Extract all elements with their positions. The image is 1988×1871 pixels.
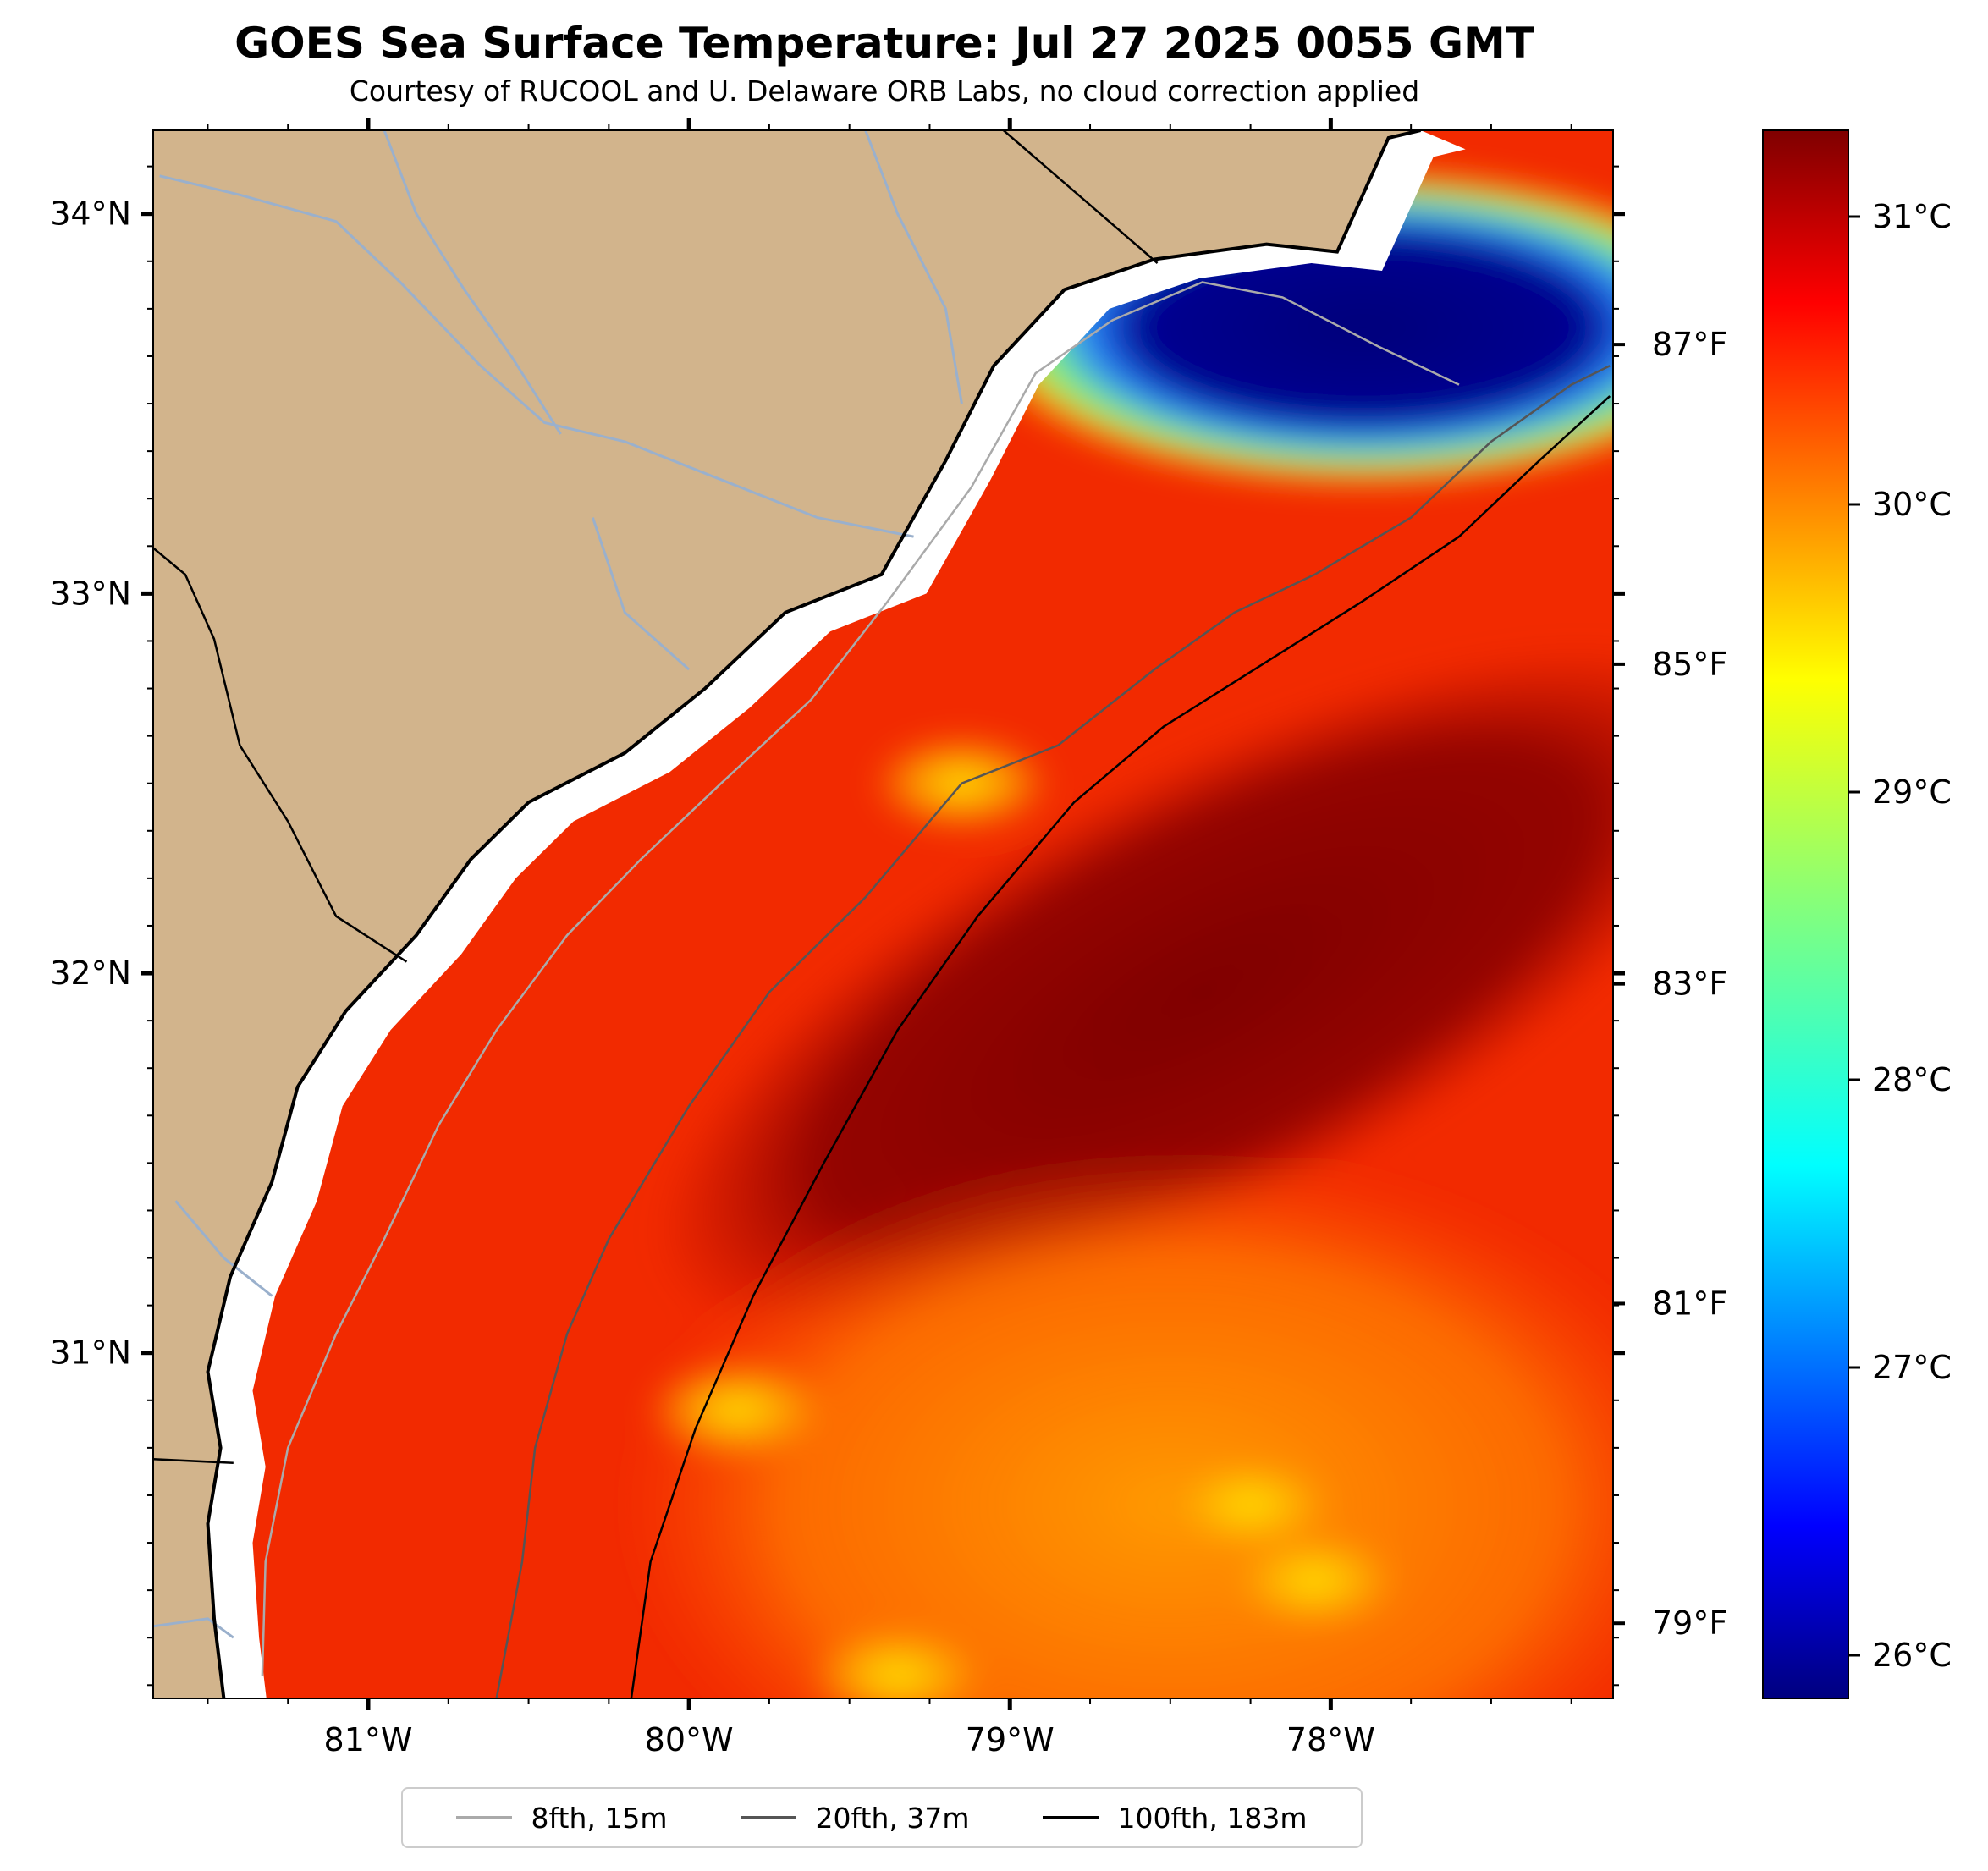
state-border	[153, 1458, 234, 1465]
lat-tick-label: 32°N	[50, 955, 131, 992]
state-border	[1002, 130, 1159, 264]
legend-label-20fth: 20fth, 37m	[815, 1801, 970, 1835]
land-area	[153, 130, 1421, 1698]
fahrenheit-tick-label: 79°F	[1652, 1604, 1727, 1642]
legend-swatch-8fth	[456, 1816, 513, 1819]
figure-title: GOES Sea Surface Temperature: Jul 27 202…	[234, 19, 1534, 68]
yellow-patch	[1221, 1529, 1408, 1632]
colorbar-tick-label: 29°C	[1872, 773, 1952, 811]
map-frame	[152, 129, 1614, 1699]
legend-label-8fth: 8fth, 15m	[531, 1801, 668, 1835]
map-content	[153, 130, 1613, 1698]
legend-item-20fth: 20fth, 37m	[741, 1802, 969, 1835]
isobath-line	[261, 281, 1460, 1676]
coastline	[206, 130, 1421, 1698]
colorbar: 26°C 27°C 28°C 29°C 30°C 31°C	[1762, 129, 1952, 1699]
isobath-line	[630, 395, 1611, 1698]
legend-item-100fth: 100fth, 183m	[1043, 1802, 1307, 1835]
river	[591, 517, 691, 671]
river	[383, 130, 562, 435]
yellow-patch	[1157, 1454, 1344, 1556]
isobath-legend: 8fth, 15m 20fth, 37m 100fth, 183m	[401, 1787, 1363, 1848]
yellow-patch	[644, 1359, 830, 1461]
legend-swatch-100fth	[1043, 1816, 1099, 1819]
fahrenheit-tick-label: 81°F	[1652, 1285, 1727, 1322]
colorbar-tick-label: 31°C	[1872, 198, 1952, 235]
lon-tick-label: 80°W	[645, 1721, 734, 1758]
state-borders	[153, 130, 1159, 1465]
isobath-line	[495, 365, 1611, 1698]
river	[174, 1200, 273, 1297]
colorbar-gradient	[1762, 129, 1849, 1699]
colorbar-tick-label: 27°C	[1872, 1349, 1952, 1386]
lat-tick-label: 34°N	[50, 195, 131, 233]
state-border	[153, 547, 408, 963]
map-ticks	[141, 118, 1625, 1710]
colorbar-tick-label: 26°C	[1872, 1637, 1952, 1674]
lat-tick-label: 33°N	[50, 575, 131, 612]
figure-subtitle: Courtesy of RUCOOL and U. Delaware ORB L…	[349, 74, 1420, 107]
fahrenheit-tick-label: 85°F	[1652, 646, 1727, 683]
nearshore-no-data	[207, 130, 1466, 1698]
legend-item-8fth: 8fth, 15m	[456, 1801, 668, 1835]
map-tick-labels: 81°W 80°W 79°W 78°W 31°N 32°N 33°N 34°N 79°F 81°F…	[50, 195, 1727, 1758]
lat-tick-label: 31°N	[50, 1334, 131, 1372]
legend-label-100fth: 100fth, 183m	[1117, 1801, 1308, 1835]
river	[153, 1617, 234, 1639]
colorbar-tick-label: 30°C	[1872, 486, 1952, 523]
sst-field	[620, 167, 1613, 1698]
colorbar-tick-label: 28°C	[1872, 1061, 1952, 1098]
warm-core-region	[654, 646, 1613, 1339]
rivers	[153, 130, 963, 1639]
legend-swatch-20fth	[741, 1816, 797, 1819]
yellow-patch	[804, 1625, 991, 1698]
lon-tick-label: 81°W	[324, 1721, 413, 1758]
lon-tick-label: 78°W	[1286, 1721, 1375, 1758]
fahrenheit-tick-label: 83°F	[1652, 966, 1727, 1003]
isobath-contours	[261, 281, 1611, 1698]
river	[159, 174, 914, 538]
river	[864, 130, 963, 404]
lon-tick-label: 79°W	[966, 1721, 1055, 1758]
colorbar-ticks: 26°C 27°C 28°C 29°C 30°C 31°C	[1848, 198, 1952, 1674]
fahrenheit-tick-label: 87°F	[1652, 326, 1727, 363]
